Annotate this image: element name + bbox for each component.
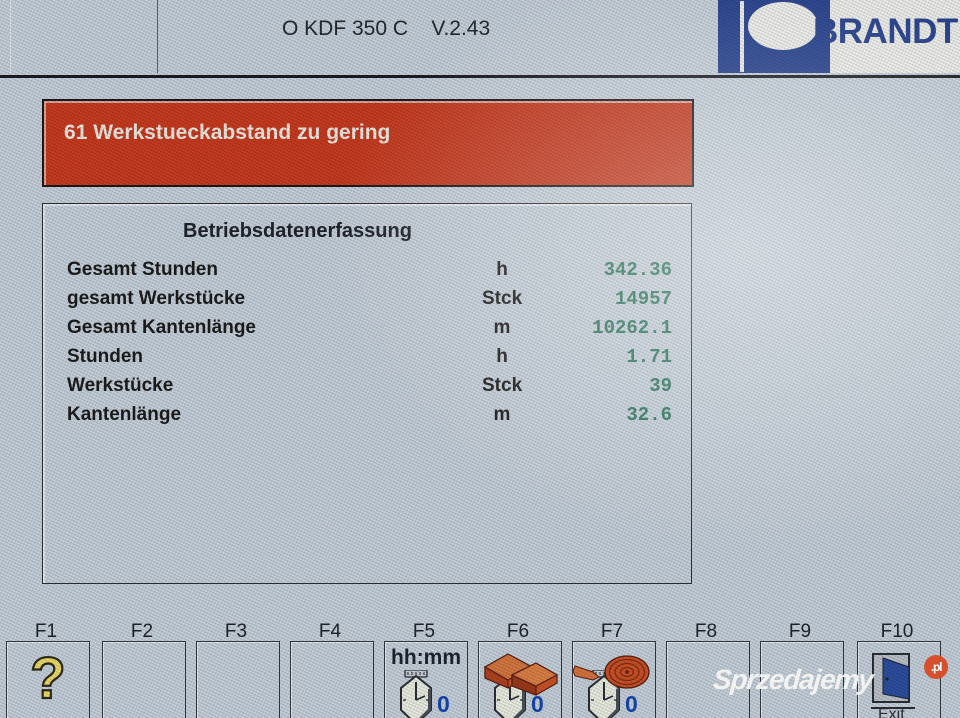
svg-text:?: ? (30, 646, 65, 711)
